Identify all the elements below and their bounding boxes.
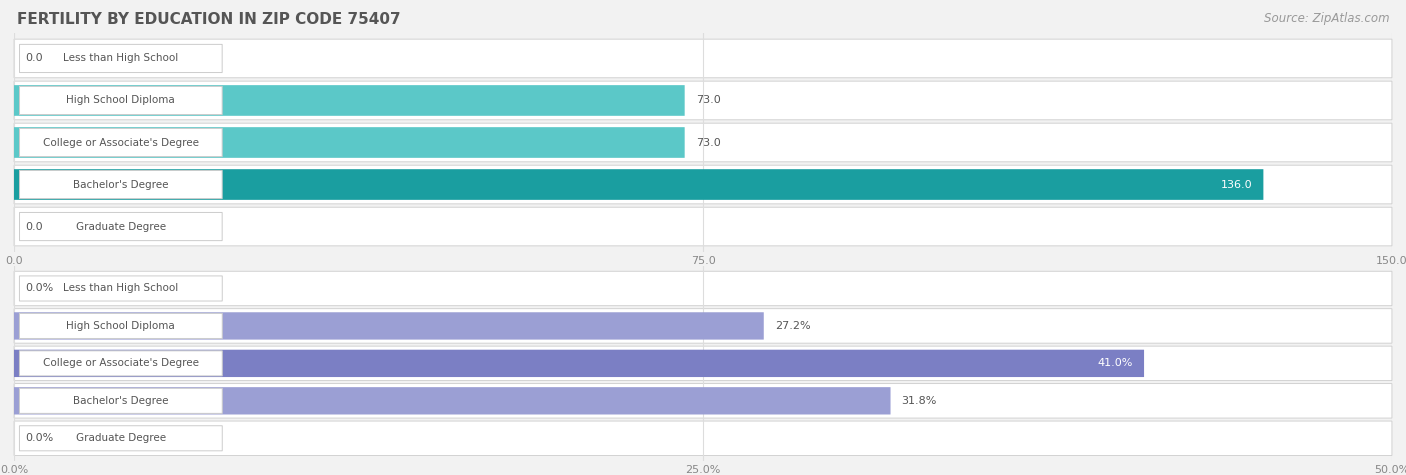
Text: Bachelor's Degree: Bachelor's Degree xyxy=(73,396,169,406)
Text: Less than High School: Less than High School xyxy=(63,54,179,64)
FancyBboxPatch shape xyxy=(20,351,222,376)
Text: College or Associate's Degree: College or Associate's Degree xyxy=(42,137,198,148)
Text: 0.0: 0.0 xyxy=(25,221,42,231)
FancyBboxPatch shape xyxy=(20,86,222,114)
Text: Less than High School: Less than High School xyxy=(63,284,179,294)
FancyBboxPatch shape xyxy=(14,350,1144,377)
Text: 27.2%: 27.2% xyxy=(775,321,810,331)
FancyBboxPatch shape xyxy=(14,271,1392,306)
FancyBboxPatch shape xyxy=(14,346,1392,380)
FancyBboxPatch shape xyxy=(20,314,222,339)
FancyBboxPatch shape xyxy=(14,421,1392,456)
FancyBboxPatch shape xyxy=(14,39,1392,78)
Text: 41.0%: 41.0% xyxy=(1098,358,1133,369)
FancyBboxPatch shape xyxy=(14,165,1392,204)
FancyBboxPatch shape xyxy=(14,169,1264,200)
FancyBboxPatch shape xyxy=(14,85,685,116)
FancyBboxPatch shape xyxy=(20,426,222,451)
Text: High School Diploma: High School Diploma xyxy=(66,321,176,331)
Text: 0.0%: 0.0% xyxy=(25,433,53,443)
Text: 136.0: 136.0 xyxy=(1220,180,1253,190)
FancyBboxPatch shape xyxy=(20,44,222,73)
Text: 73.0: 73.0 xyxy=(696,137,720,148)
Text: Graduate Degree: Graduate Degree xyxy=(76,221,166,231)
FancyBboxPatch shape xyxy=(20,276,222,301)
FancyBboxPatch shape xyxy=(20,388,222,413)
FancyBboxPatch shape xyxy=(14,387,890,415)
Text: FERTILITY BY EDUCATION IN ZIP CODE 75407: FERTILITY BY EDUCATION IN ZIP CODE 75407 xyxy=(17,12,401,27)
FancyBboxPatch shape xyxy=(14,384,1392,418)
Text: 73.0: 73.0 xyxy=(696,95,720,105)
FancyBboxPatch shape xyxy=(14,127,685,158)
FancyBboxPatch shape xyxy=(14,81,1392,120)
Text: High School Diploma: High School Diploma xyxy=(66,95,176,105)
Text: Source: ZipAtlas.com: Source: ZipAtlas.com xyxy=(1264,12,1389,25)
Text: College or Associate's Degree: College or Associate's Degree xyxy=(42,358,198,369)
FancyBboxPatch shape xyxy=(14,207,1392,246)
FancyBboxPatch shape xyxy=(20,171,222,199)
Text: Bachelor's Degree: Bachelor's Degree xyxy=(73,180,169,190)
FancyBboxPatch shape xyxy=(14,312,763,340)
Text: 31.8%: 31.8% xyxy=(901,396,936,406)
FancyBboxPatch shape xyxy=(20,212,222,241)
Text: Graduate Degree: Graduate Degree xyxy=(76,433,166,443)
Text: 0.0%: 0.0% xyxy=(25,284,53,294)
FancyBboxPatch shape xyxy=(14,309,1392,343)
Text: 0.0: 0.0 xyxy=(25,54,42,64)
FancyBboxPatch shape xyxy=(20,128,222,157)
FancyBboxPatch shape xyxy=(14,123,1392,162)
